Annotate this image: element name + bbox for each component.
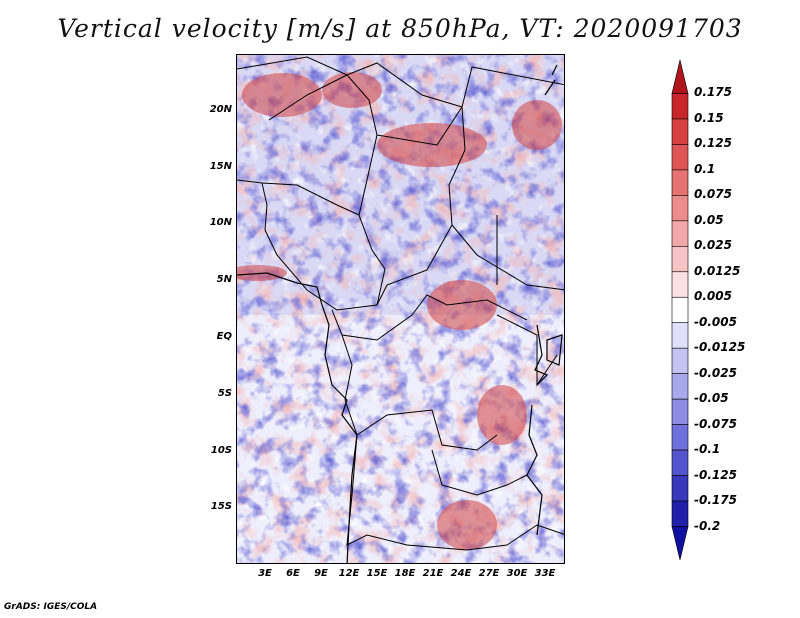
lon-label-12e: 12E <box>338 568 360 579</box>
hotspot-northeast <box>512 100 562 150</box>
lat-label-eq: EQ <box>216 331 232 342</box>
hotspot-sudan <box>377 123 487 167</box>
lat-label-20n: 20N <box>209 104 232 115</box>
lon-label-33e: 33E <box>534 568 556 579</box>
colorbar-segment <box>671 246 689 273</box>
lat-label-10s: 10S <box>210 445 232 456</box>
lake-shores <box>526 324 549 536</box>
border-niger-chad <box>268 74 348 121</box>
colorbar-segment <box>671 500 689 527</box>
border-congo-north <box>331 294 528 341</box>
border-zambia <box>431 449 528 496</box>
lon-label-9e: 9E <box>314 568 328 579</box>
colorbar-label: -0.005 <box>694 314 737 329</box>
lat-label-5n: 5N <box>216 274 232 285</box>
colorbar-label: 0.0125 <box>694 263 741 278</box>
colorbar-label: -0.175 <box>694 493 737 508</box>
hotspot-central <box>427 280 497 330</box>
lat-label-15n: 15N <box>209 161 232 172</box>
colorbar-label: -0.05 <box>694 391 729 406</box>
border-drc-south <box>341 334 498 451</box>
border-car <box>376 224 453 306</box>
lon-label-18e: 18E <box>394 568 416 579</box>
colorbar-segment <box>671 271 689 298</box>
colorbar-segment <box>671 373 689 400</box>
colorbar-segment <box>671 475 689 502</box>
lon-label-27e: 27E <box>478 568 500 579</box>
colorbar-label: -0.2 <box>694 518 721 533</box>
colorbar-label: 0.05 <box>694 212 724 227</box>
map-field-svg <box>237 55 564 563</box>
lake-victoria <box>546 334 563 366</box>
grads-credit: GrADS: IGES/COLA <box>4 602 98 612</box>
border-east <box>496 215 558 387</box>
colorbar-label: 0.125 <box>694 136 732 151</box>
colorbar-segment <box>671 398 689 425</box>
lon-label-24e: 24E <box>450 568 472 579</box>
colorbar-segment <box>671 347 689 374</box>
colorbar-label: -0.1 <box>694 442 721 457</box>
hotspot-south <box>437 500 497 550</box>
coast-red-sea <box>544 64 558 96</box>
vertical-velocity-map <box>236 54 565 564</box>
lat-label-10n: 10N <box>209 217 232 228</box>
colorbar-segment <box>671 526 689 560</box>
coastline <box>237 64 563 563</box>
colorbar-segment <box>671 60 689 94</box>
hotspot-north <box>322 72 382 108</box>
hotspot-northwest <box>242 73 322 117</box>
country-borders <box>237 56 564 551</box>
colorbar-label: -0.0125 <box>694 340 746 355</box>
colorbar-segment <box>671 144 689 171</box>
coast-west-africa <box>237 272 358 563</box>
colorbar-segment <box>671 449 689 476</box>
colorbar-segment <box>671 169 689 196</box>
border-nigeria <box>237 179 360 216</box>
colorbar-label: 0.025 <box>694 238 732 253</box>
colorbar-segment <box>671 93 689 120</box>
colorbar-label: -0.125 <box>694 467 737 482</box>
lon-label-15e: 15E <box>366 568 388 579</box>
plot-title: Vertical velocity [m/s] at 850hPa, VT: 2… <box>57 14 743 43</box>
colorbar-segment <box>671 322 689 349</box>
colorbar-label: 0.005 <box>694 289 732 304</box>
colorbar <box>671 60 689 560</box>
lon-label-6e: 6E <box>286 568 300 579</box>
colorbar-label: 0.175 <box>694 85 732 100</box>
lon-label-3e: 3E <box>258 568 272 579</box>
border-north <box>237 56 564 108</box>
colorbar-segment <box>671 424 689 451</box>
colorbar-label: -0.075 <box>694 416 737 431</box>
lon-label-30e: 30E <box>506 568 528 579</box>
colorbar-label: 0.1 <box>694 161 716 176</box>
border-chad-west <box>346 74 386 306</box>
colorbar-segment <box>671 296 689 324</box>
lon-label-21e: 21E <box>422 568 444 579</box>
colorbar-label: -0.025 <box>694 365 737 380</box>
border-cameroon <box>261 182 378 311</box>
colorbar-label: 0.15 <box>694 110 724 125</box>
hotspot-east <box>477 385 527 445</box>
lat-label-15s: 15S <box>210 501 232 512</box>
colorbar-segment <box>671 118 689 145</box>
colorbar-segment <box>671 195 689 222</box>
colorbar-label: 0.075 <box>694 187 732 202</box>
colorbar-segment <box>671 220 689 247</box>
lat-label-5s: 5S <box>217 388 232 399</box>
border-sudan <box>376 105 564 291</box>
